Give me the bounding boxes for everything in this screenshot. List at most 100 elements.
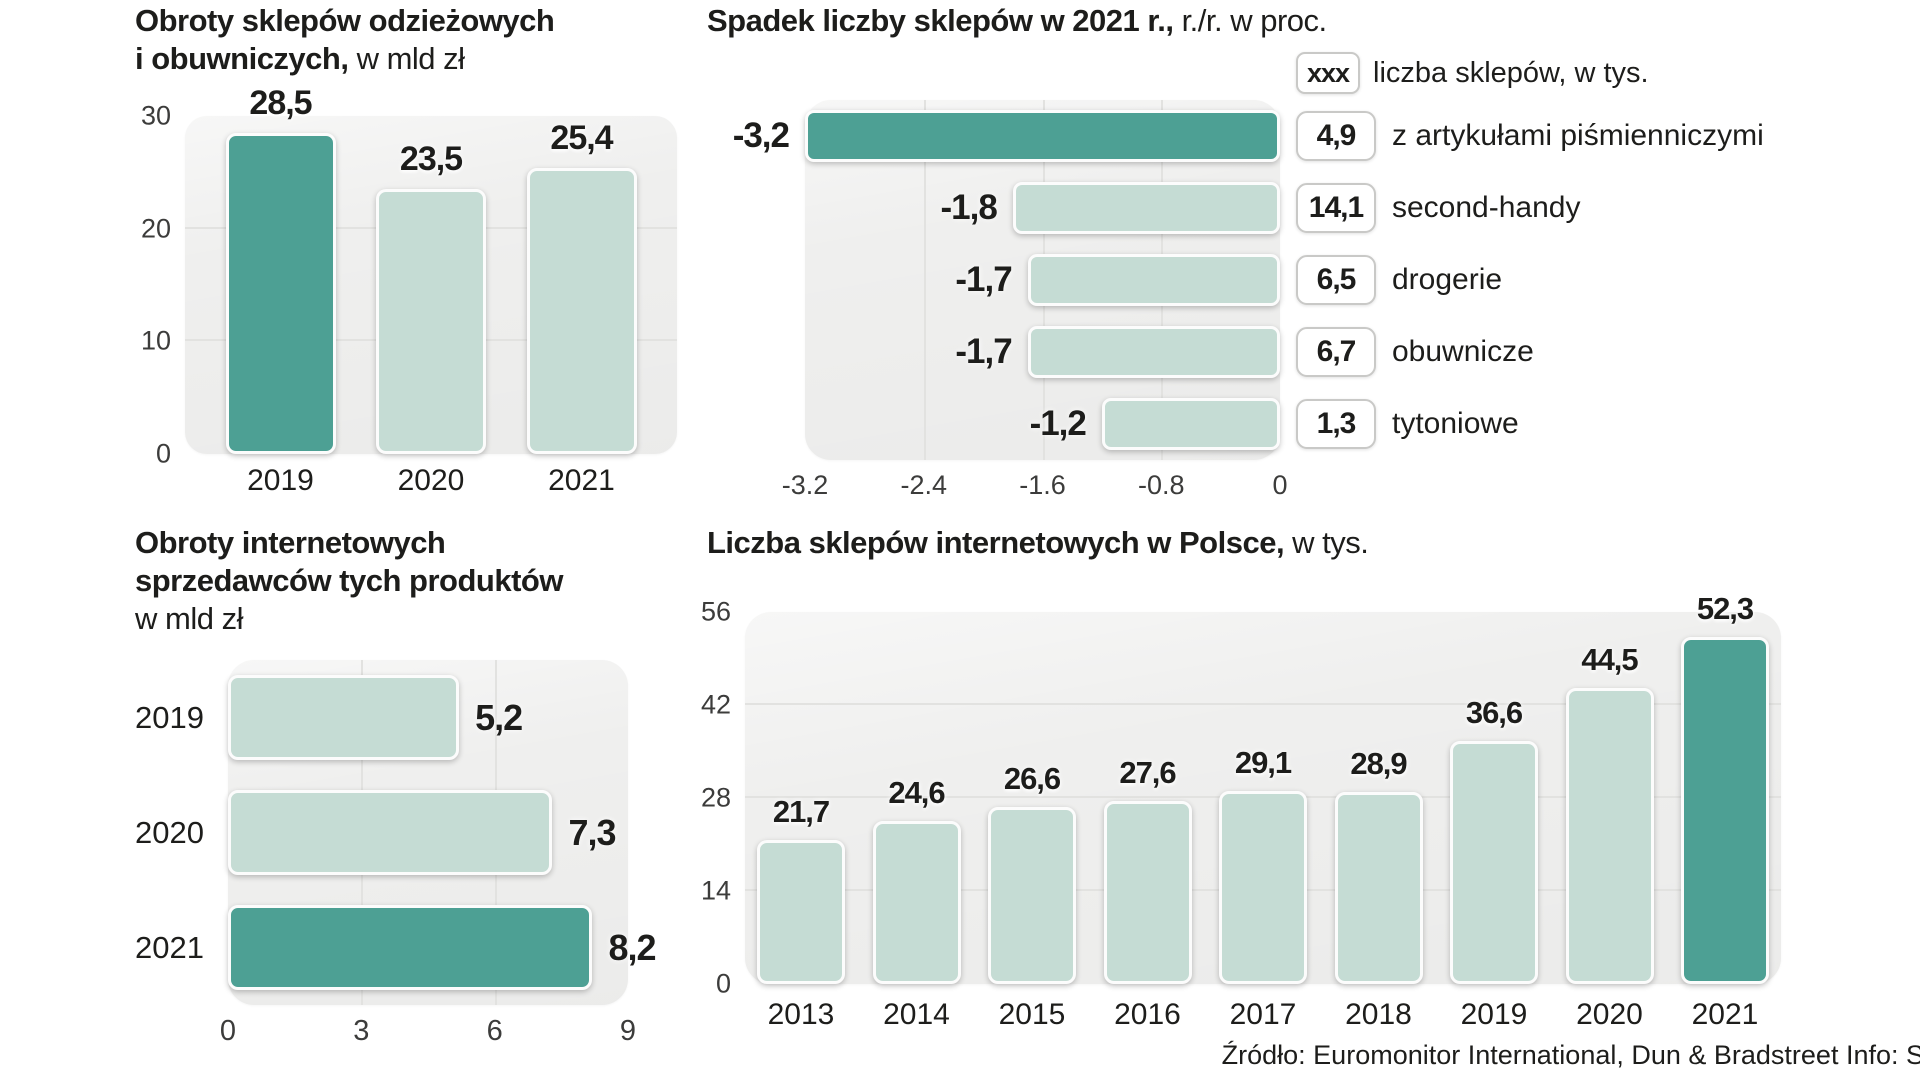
- bar-group-2018: 28,9: [1334, 612, 1423, 984]
- shops-count-badge: 4,9: [1296, 111, 1376, 161]
- bar-2020: [228, 790, 553, 875]
- x-axis-category-label: 2013: [767, 998, 835, 1031]
- chart-row-second-handy: -1,8 14,1 second-handy: [805, 172, 1580, 244]
- bar-group-2014: 24,6: [872, 612, 961, 984]
- source-note: Źródło: Euromonitor International, Dun &…: [1221, 1040, 1920, 1070]
- x-axis-tick-label: 6: [486, 1015, 503, 1047]
- bar-value-label: 5,2: [475, 696, 523, 738]
- chart-title-segment: w tys.: [1284, 525, 1369, 560]
- x-axis-category-label: 2019: [1460, 998, 1528, 1031]
- bar-z artykułami piśmienniczymi: [805, 110, 1280, 162]
- shops-count-badge: 6,5: [1296, 255, 1376, 305]
- chart-row-2021: 2021 8,2: [135, 890, 656, 1005]
- plot-area: 2019 5,2 2020 7,3 2021 8,2: [135, 660, 656, 1005]
- y-axis-tick-label: 20: [140, 213, 171, 244]
- chart-clothing-shoes-turnover: Obroty sklepów odzieżowych i obuwniczych,…: [135, 2, 695, 522]
- x-axis-labels: 2013 2014 2015 2016 2017 2018 2019 2020 2021: [745, 998, 1781, 1032]
- bar-obuwnicze: [1027, 326, 1280, 378]
- bar-value-label: -3,2: [732, 116, 790, 155]
- x-axis-tick-label: -2.4: [900, 470, 948, 500]
- bar-group-2013: 21,7: [757, 612, 845, 984]
- y-axis-tick-label: 56: [700, 596, 731, 627]
- chart-title-segment: r./r. w proc.: [1173, 3, 1328, 38]
- bar-value-label: 23,5: [399, 140, 463, 179]
- bar-2015: [988, 807, 1076, 984]
- bar-2019: [225, 132, 336, 454]
- gridline: [923, 100, 926, 460]
- bar-value-label: 25,4: [550, 118, 613, 157]
- x-axis-category-label: 2020: [397, 464, 465, 497]
- chart-row-tytoniowe: -1,2 1,3 tytoniowe: [805, 388, 1519, 460]
- x-axis-tick-label: 0: [1272, 470, 1288, 500]
- plot-area: 0 10 20 30 28,5 23,5 25,4: [141, 84, 677, 469]
- row-category-label: tytoniowe: [1392, 407, 1519, 440]
- bar-value-label: -1,2: [1029, 404, 1087, 443]
- shops-count-badge: 14,1: [1296, 183, 1376, 233]
- bar-value-label: -1,7: [955, 260, 1012, 299]
- y-axis-tick-label: 14: [700, 875, 731, 906]
- bars-area: 21,7 24,6 26,6 27,6 29,1 28,9 36,6 44,5 52,3: [745, 591, 1781, 984]
- x-axis-tick-label: 9: [619, 1015, 637, 1047]
- x-axis-category-label: 2015: [998, 998, 1066, 1031]
- bar-value-label: 7,3: [568, 811, 616, 853]
- bar-value-label: 36,6: [1465, 694, 1523, 730]
- legend-badge: xxx: [1296, 52, 1360, 94]
- legend-label: liczba sklepów, w tys.: [1373, 56, 1649, 89]
- bar-value-label: -1,8: [940, 188, 998, 227]
- bar-group-2019: 36,6: [1450, 612, 1538, 984]
- bar-group-2020: 44,5: [1565, 612, 1654, 984]
- bar-value-label: 28,5: [249, 83, 312, 122]
- bar-value-label: 29,1: [1234, 744, 1292, 780]
- chart-title: Obroty sklepów odzieżowych i obuwniczych,…: [135, 2, 695, 78]
- bar-second-handy: [1012, 182, 1280, 234]
- row-category-label: second-handy: [1392, 191, 1581, 224]
- y-axis-tick-label: 30: [140, 100, 171, 131]
- bar-2019: [228, 675, 460, 760]
- bar-value-label: 27,6: [1119, 754, 1176, 790]
- bar-value-label: 24,6: [888, 774, 945, 810]
- y-axis-tick-label: 28: [700, 782, 731, 813]
- gridline: [745, 703, 1781, 705]
- bar-group-2015: 26,6: [988, 612, 1076, 984]
- row-category-label: obuwnicze: [1392, 335, 1534, 368]
- chart-title-segment: Spadek liczby sklepów w 2021 r.,: [707, 3, 1174, 38]
- x-axis-category-label: 2020: [1576, 998, 1643, 1031]
- x-axis-tick-label: -0.8: [1137, 470, 1185, 500]
- chart-title-segment: i obuwniczych,: [135, 41, 349, 76]
- bar-2021: [526, 167, 637, 454]
- chart-title-segment: Liczba sklepów internetowych w Polsce,: [707, 525, 1285, 560]
- chart-title: Spadek liczby sklepów w 2021 r., r./r. w…: [707, 2, 1920, 40]
- row-category-label: z artykułami piśmienniczymi: [1392, 119, 1764, 152]
- chart-title-segment: w mld zł: [135, 601, 243, 636]
- bar-value-label: 21,7: [772, 793, 830, 829]
- chart-shop-count-decline: Spadek liczby sklepów w 2021 r., r./r. w…: [693, 2, 1920, 522]
- shops-count-badge: 1,3: [1296, 399, 1376, 449]
- x-axis-tick-label: 3: [353, 1015, 370, 1047]
- x-axis-tick-label: -3.2: [781, 470, 829, 500]
- bar-2021: [228, 905, 593, 990]
- x-axis-labels: -3.2 -2.4 -1.6 -0.8 0: [782, 470, 1288, 504]
- chart-online-shops-in-poland: Liczba sklepów internetowych w Polsce, w…: [693, 524, 1920, 1080]
- chart-title: Obroty internetowych sprzedawców tych pro…: [135, 524, 695, 638]
- y-axis-tick-label: 10: [140, 325, 171, 356]
- bars-area: 28,5 23,5 25,4: [185, 84, 677, 454]
- x-axis-category-label: 2018: [1345, 998, 1412, 1031]
- bar-group-2021: 52,3: [1681, 591, 1769, 984]
- chart-row-2020: 2020 7,3: [135, 775, 628, 890]
- bar-value-label: 28,9: [1350, 746, 1407, 782]
- row-category-label: 2021: [135, 929, 204, 965]
- bar-drogerie: [1027, 254, 1280, 306]
- bar-value-label: -1,7: [955, 332, 1012, 371]
- row-category-label: 2019: [135, 699, 204, 735]
- x-axis-category-label: 2014: [883, 998, 950, 1031]
- bar-value-label: 8,2: [608, 926, 656, 968]
- shops-count-badge: 6,7: [1296, 327, 1376, 377]
- bar-group-2017: 29,1: [1219, 612, 1307, 984]
- row-category-label: drogerie: [1392, 263, 1503, 296]
- bar-group-2019: 28,5: [225, 84, 336, 454]
- chart-row-obuwnicze: -1,7 6,7 obuwnicze: [805, 316, 1534, 388]
- bar-value-label: 44,5: [1581, 642, 1638, 678]
- y-axis-tick-label: 42: [700, 689, 731, 720]
- chart-row-z artykułami piśmienniczymi: -3,2 4,9 z artykułami piśmienniczymi: [733, 100, 1764, 172]
- chart-row-2019: 2019 5,2: [135, 660, 628, 775]
